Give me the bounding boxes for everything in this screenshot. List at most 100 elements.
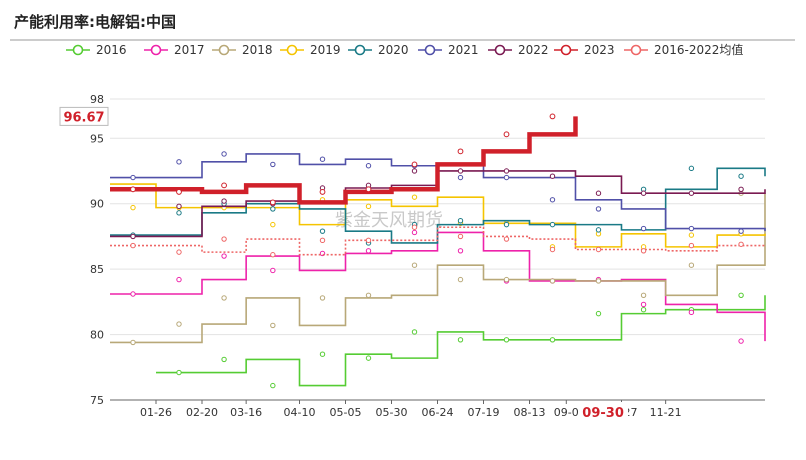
data-point-2020 bbox=[503, 221, 510, 228]
data-point-2022 bbox=[503, 168, 510, 174]
data-point-2018 bbox=[221, 295, 227, 301]
data-point-2016-2022均值 bbox=[503, 236, 510, 242]
data-point-2019 bbox=[270, 221, 276, 228]
data-point-2016-2022均值 bbox=[176, 249, 182, 255]
data-point-2021 bbox=[688, 225, 695, 232]
legend-label-2016-2022均值: 2016-2022均值 bbox=[654, 42, 743, 57]
data-point-2019 bbox=[365, 203, 372, 210]
y-tick-label: 85 bbox=[90, 263, 104, 276]
data-point-2016 bbox=[319, 351, 326, 357]
highlight-date-box bbox=[578, 402, 629, 420]
series-line-2020 bbox=[110, 167, 766, 244]
data-point-2022 bbox=[640, 190, 647, 196]
data-point-2016-2022均值 bbox=[319, 237, 326, 244]
data-point-2019 bbox=[688, 232, 695, 238]
data-point-2019 bbox=[130, 204, 136, 211]
data-point-2022 bbox=[176, 203, 182, 210]
data-point-2019 bbox=[411, 194, 418, 200]
series-line-2019 bbox=[110, 183, 766, 248]
data-point-2017 bbox=[221, 253, 227, 259]
data-point-2018 bbox=[503, 276, 510, 283]
data-point-2016-2022均值 bbox=[595, 246, 602, 253]
data-point-2021 bbox=[176, 159, 182, 165]
data-point-2020 bbox=[176, 210, 182, 216]
data-point-2023 bbox=[176, 189, 182, 195]
data-point-2018 bbox=[595, 278, 602, 284]
x-tick-label: 09-0 bbox=[554, 406, 579, 419]
data-point-2021 bbox=[130, 174, 136, 181]
data-point-2023 bbox=[221, 182, 227, 189]
data-point-2023 bbox=[411, 161, 418, 168]
legend-label-2022: 2022 bbox=[518, 43, 549, 57]
series-line-2022 bbox=[110, 170, 766, 238]
data-point-2016-2022均值 bbox=[738, 241, 744, 247]
data-point-2017 bbox=[457, 248, 464, 254]
legend-marker-2022 bbox=[494, 44, 506, 56]
data-point-2021 bbox=[640, 225, 647, 232]
data-point-2021 bbox=[549, 197, 556, 203]
data-point-2018 bbox=[549, 278, 556, 284]
data-point-2020 bbox=[549, 221, 556, 228]
data-point-2016 bbox=[411, 329, 418, 335]
data-point-2018 bbox=[270, 322, 276, 329]
data-point-2017 bbox=[688, 309, 695, 316]
y-tick-label: 80 bbox=[90, 329, 104, 342]
data-point-2016-2022均值 bbox=[640, 248, 647, 254]
data-point-2016 bbox=[365, 355, 372, 361]
legend-marker-2020 bbox=[354, 44, 366, 56]
x-tick-label: 05-30 bbox=[376, 406, 408, 419]
data-point-2022 bbox=[130, 233, 136, 240]
data-point-2020 bbox=[688, 165, 695, 172]
data-point-2017 bbox=[130, 291, 136, 297]
data-point-2016 bbox=[457, 337, 464, 343]
data-point-2017 bbox=[411, 229, 418, 236]
data-point-2020 bbox=[319, 228, 326, 234]
legend-marker-2019 bbox=[286, 44, 298, 56]
data-point-2021 bbox=[503, 174, 510, 181]
legend-label-2016: 2016 bbox=[96, 43, 127, 57]
highlight-value-box bbox=[59, 106, 109, 126]
data-point-2016 bbox=[738, 292, 744, 299]
x-tick-label: 05-05 bbox=[330, 406, 362, 419]
data-point-2018 bbox=[640, 292, 647, 299]
series-line-2018 bbox=[110, 193, 766, 344]
data-point-2023 bbox=[319, 189, 326, 195]
data-point-2016-2022均值 bbox=[221, 236, 227, 242]
x-tick-label: 06-24 bbox=[422, 406, 454, 419]
data-point-2021 bbox=[457, 174, 464, 181]
data-point-2022 bbox=[549, 173, 556, 179]
data-point-2022 bbox=[688, 190, 695, 196]
data-point-2016-2022均值 bbox=[549, 246, 556, 253]
legend-marker-2021 bbox=[424, 44, 436, 56]
x-tick-label: 03-16 bbox=[230, 406, 262, 419]
x-tick-label: 08-13 bbox=[514, 406, 546, 419]
data-point-2017 bbox=[176, 276, 182, 283]
data-point-2020 bbox=[270, 206, 276, 212]
data-point-2023 bbox=[130, 186, 136, 193]
x-tick-label: 02-20 bbox=[186, 406, 218, 419]
x-tick-label: 11-21 bbox=[650, 406, 682, 419]
data-point-2022 bbox=[221, 198, 227, 204]
legend-marker-2023 bbox=[560, 44, 572, 56]
data-point-2020 bbox=[595, 227, 602, 233]
data-point-2016-2022均值 bbox=[457, 233, 464, 240]
data-point-2017 bbox=[640, 301, 647, 308]
data-point-2016-2022均值 bbox=[270, 252, 276, 258]
data-point-2017 bbox=[738, 338, 744, 344]
data-point-2020 bbox=[738, 173, 744, 179]
y-tick-label: 75 bbox=[90, 394, 104, 407]
data-point-2018 bbox=[365, 292, 372, 299]
legend-label-2019: 2019 bbox=[310, 43, 341, 57]
data-point-2016-2022均值 bbox=[365, 237, 372, 244]
data-point-2021 bbox=[365, 163, 372, 169]
data-point-2021 bbox=[738, 228, 744, 234]
data-point-2018 bbox=[457, 276, 464, 283]
data-point-2018 bbox=[688, 262, 695, 268]
data-point-2018 bbox=[319, 295, 326, 301]
y-tick-label: 95 bbox=[90, 132, 104, 145]
data-point-2022 bbox=[457, 168, 464, 174]
data-point-2023 bbox=[503, 131, 510, 138]
data-point-2018 bbox=[130, 339, 136, 346]
data-point-2018 bbox=[176, 321, 182, 327]
data-point-2017 bbox=[270, 267, 276, 274]
